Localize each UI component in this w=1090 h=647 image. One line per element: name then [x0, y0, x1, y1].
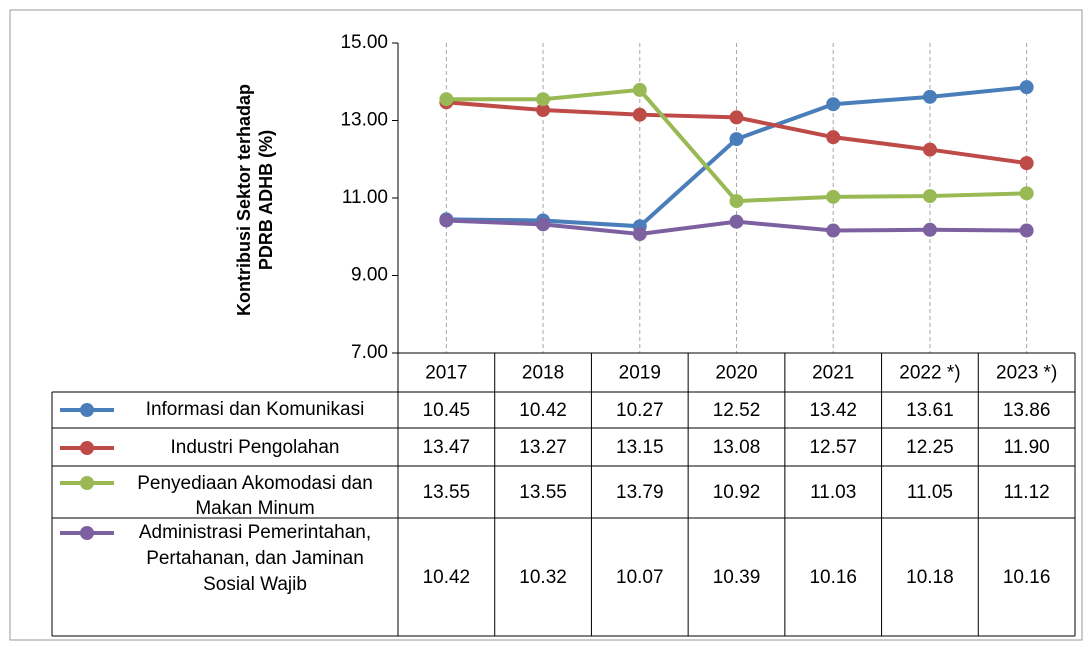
- point: [922, 189, 937, 204]
- y-tick-label: 11.00: [342, 187, 388, 208]
- legend-marker: [80, 476, 94, 490]
- legend-label: Administrasi Pemerintahan, Pertahanan, d…: [138, 522, 372, 595]
- legend-marker: [80, 403, 94, 417]
- legend-label: Industri Pengolahan: [170, 437, 340, 458]
- legend-label: Informasi dan Komunikasi: [145, 399, 365, 420]
- point: [632, 107, 647, 122]
- data-label: 10.07: [616, 567, 664, 588]
- point: [729, 194, 744, 209]
- data-label: 10.42: [423, 567, 471, 588]
- data-label: 10.39: [713, 567, 761, 588]
- y-tick-label: 15.00: [340, 32, 388, 53]
- data-label: 10.16: [1003, 567, 1051, 588]
- y-axis-label: Kontribusi Sektor terhadap PDRB ADHB (%): [234, 83, 276, 317]
- point: [1019, 223, 1034, 238]
- point: [826, 130, 841, 145]
- y-tick-label: 9.00: [351, 265, 388, 286]
- point: [632, 227, 647, 242]
- data-label: 13.27: [519, 437, 567, 458]
- data-label: 13.08: [713, 437, 761, 458]
- data-label: 11.03: [810, 482, 856, 503]
- data-label: 13.55: [519, 482, 567, 503]
- data-label: 10.16: [809, 567, 857, 588]
- frame: [9, 9, 1083, 641]
- x-tick-label: 2022 *): [899, 363, 960, 384]
- data-label: 12.57: [809, 437, 857, 458]
- point: [729, 132, 744, 147]
- x-tick-label: 2018: [522, 363, 564, 384]
- data-label: 12.52: [713, 400, 761, 421]
- data-label: 13.86: [1003, 400, 1051, 421]
- data-label: 10.32: [519, 567, 567, 588]
- data-label: 13.61: [906, 400, 954, 421]
- data-label: 10.27: [616, 400, 664, 421]
- y-tick-label: 7.00: [351, 342, 388, 363]
- point: [536, 92, 551, 107]
- point: [826, 97, 841, 112]
- point: [826, 223, 841, 238]
- point: [536, 217, 551, 232]
- legend-label: Penyediaan Akomodasi dan Makan Minum: [137, 473, 373, 519]
- legend-marker: [80, 526, 94, 540]
- point: [439, 213, 454, 228]
- point: [922, 89, 937, 104]
- data-label: 10.45: [423, 400, 471, 421]
- x-tick-label: 2020: [715, 363, 757, 384]
- data-label: 11.05: [907, 482, 953, 503]
- x-tick-label: 2019: [619, 363, 661, 384]
- point: [826, 189, 841, 204]
- point: [729, 214, 744, 229]
- data-label: 13.55: [423, 482, 471, 503]
- data-label: 13.42: [809, 400, 857, 421]
- data-label: 12.25: [906, 437, 954, 458]
- data-label: 10.42: [519, 400, 567, 421]
- point: [922, 142, 937, 157]
- point: [536, 103, 551, 118]
- data-label: 11.12: [1004, 482, 1050, 503]
- data-label: 13.79: [616, 482, 664, 503]
- data-label: 13.47: [423, 437, 471, 458]
- point: [922, 222, 937, 237]
- point: [1019, 186, 1034, 201]
- data-label: 10.92: [713, 482, 761, 503]
- point: [729, 110, 744, 125]
- point: [632, 82, 647, 97]
- data-label: 10.18: [906, 567, 954, 588]
- point: [439, 92, 454, 107]
- y-tick-label: 13.00: [340, 110, 388, 131]
- point: [1019, 156, 1034, 171]
- x-tick-label: 2021: [812, 363, 854, 384]
- data-label: 11.90: [1004, 437, 1050, 458]
- legend-marker: [80, 441, 94, 455]
- x-tick-label: 2017: [425, 363, 467, 384]
- point: [1019, 80, 1034, 95]
- x-tick-label: 2023 *): [996, 363, 1057, 384]
- data-label: 13.15: [616, 437, 664, 458]
